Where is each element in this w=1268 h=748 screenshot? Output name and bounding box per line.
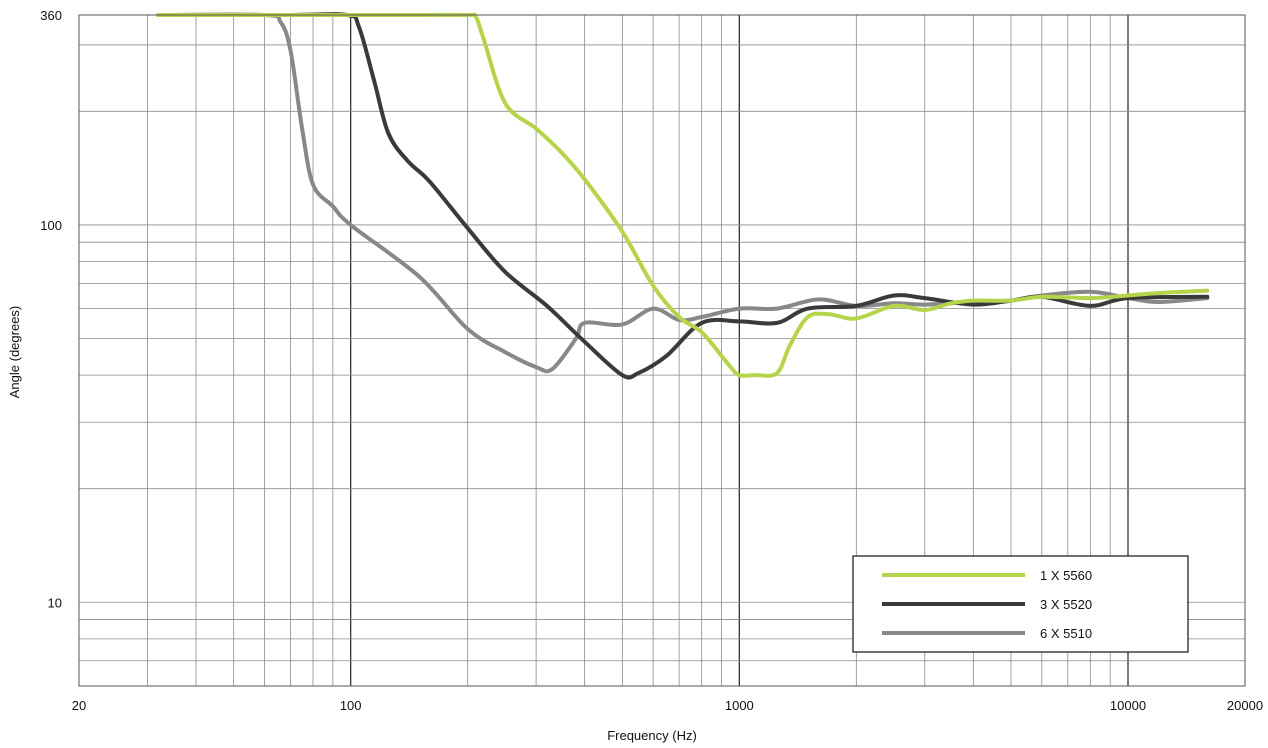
legend: 1 X 5560 3 X 5520 6 X 5510 xyxy=(852,555,1189,653)
x-tick-label: 1000 xyxy=(725,698,754,713)
series-lines xyxy=(156,12,1210,380)
series-line-2 xyxy=(156,12,1210,380)
x-axis-title: Frequency (Hz) xyxy=(607,728,697,743)
x-tick-label: 100 xyxy=(340,698,362,713)
series-line-1 xyxy=(156,12,1210,378)
y-tick-label: 100 xyxy=(40,218,62,233)
x-tick-label: 10000 xyxy=(1110,698,1146,713)
tick-labels: 20 100 1000 10000 20000 10 100 360 xyxy=(40,8,1263,713)
y-axis-title: Angle (degrees) xyxy=(7,306,22,399)
x-tick-label: 20000 xyxy=(1227,698,1263,713)
legend-label: 6 X 5510 xyxy=(1040,626,1092,641)
y-tick-label: 360 xyxy=(40,8,62,23)
legend-label: 1 X 5560 xyxy=(1040,568,1092,583)
plot-frame xyxy=(78,14,1246,687)
legend-label: 3 X 5520 xyxy=(1040,597,1092,612)
y-tick-label: 10 xyxy=(48,595,62,610)
x-tick-label: 20 xyxy=(72,698,86,713)
